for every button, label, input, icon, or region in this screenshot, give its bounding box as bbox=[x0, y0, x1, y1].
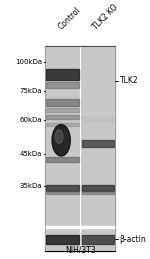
Text: Control: Control bbox=[56, 5, 82, 31]
Text: 75kDa: 75kDa bbox=[20, 88, 42, 93]
Text: 60kDa: 60kDa bbox=[20, 117, 42, 123]
Circle shape bbox=[55, 130, 63, 143]
Text: β-actin: β-actin bbox=[120, 235, 146, 244]
Bar bbox=[82, 117, 114, 121]
Bar bbox=[46, 99, 79, 106]
Text: TLK2 KO: TLK2 KO bbox=[91, 3, 120, 31]
Bar bbox=[46, 191, 79, 194]
Text: 100kDa: 100kDa bbox=[15, 59, 42, 64]
Bar bbox=[46, 115, 79, 119]
Bar bbox=[82, 191, 114, 194]
Bar bbox=[45, 227, 115, 250]
Bar bbox=[46, 108, 79, 112]
Text: NIH/3T3: NIH/3T3 bbox=[65, 246, 96, 255]
Circle shape bbox=[52, 125, 70, 156]
Text: 45kDa: 45kDa bbox=[20, 150, 42, 157]
Bar bbox=[46, 185, 79, 191]
Bar bbox=[46, 69, 79, 80]
Bar bbox=[82, 185, 114, 191]
Bar bbox=[46, 123, 79, 126]
Bar bbox=[46, 235, 79, 244]
Bar bbox=[82, 235, 114, 244]
Text: TLK2: TLK2 bbox=[120, 76, 138, 85]
Bar bbox=[82, 140, 114, 147]
Bar bbox=[46, 157, 79, 162]
Bar bbox=[46, 82, 79, 88]
Text: 35kDa: 35kDa bbox=[20, 183, 42, 189]
Bar bbox=[45, 46, 115, 227]
